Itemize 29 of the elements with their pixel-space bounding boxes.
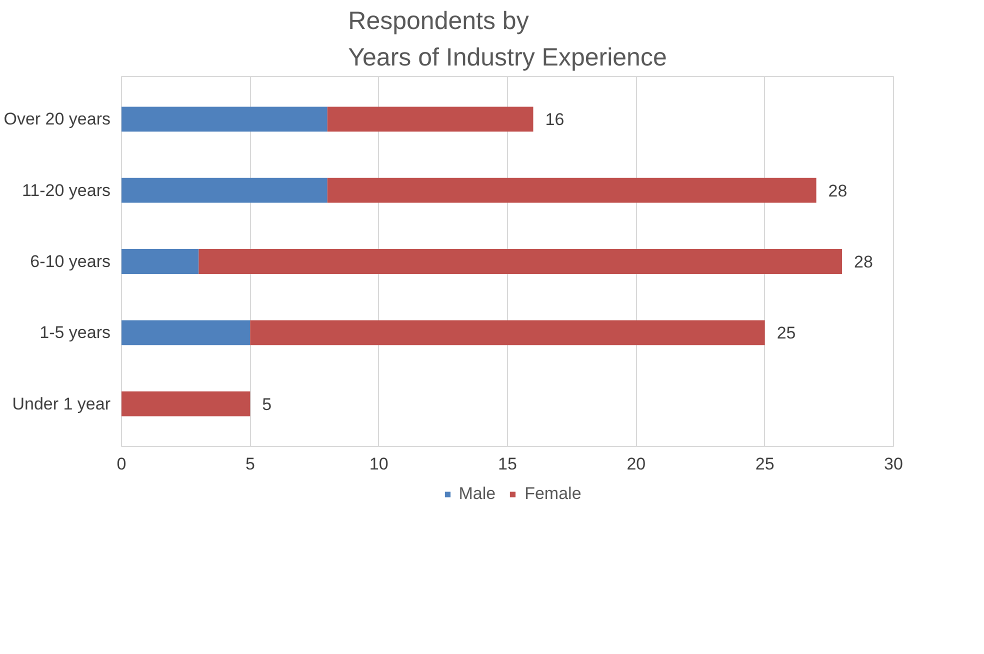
y-tick-label: 6-10 years xyxy=(30,252,111,271)
bar xyxy=(122,391,250,416)
y-tick-label: Under 1 year xyxy=(12,394,111,414)
x-tick-label: 10 xyxy=(369,454,388,474)
y-tick-label: 11-20 years xyxy=(22,180,111,200)
x-tick-label: 30 xyxy=(884,454,903,474)
x-tick-label: 5 xyxy=(245,454,255,474)
bar xyxy=(122,106,328,132)
chart-title: Respondents by Years of Industry Experience xyxy=(348,7,667,72)
total-label: 25 xyxy=(776,324,796,343)
total-label: 28 xyxy=(854,252,873,272)
x-tick-label: 20 xyxy=(626,454,646,474)
bar xyxy=(198,249,842,274)
x-tick-label: 25 xyxy=(755,454,774,474)
bar xyxy=(122,178,328,203)
bar xyxy=(250,320,765,346)
total-label: 5 xyxy=(262,394,272,414)
x-tick-label: 15 xyxy=(498,454,517,474)
bar xyxy=(327,178,816,203)
y-tick-label: Over 20 years xyxy=(4,110,110,129)
total-label: 28 xyxy=(828,181,848,200)
legend-label: Female xyxy=(524,484,582,504)
bar xyxy=(122,249,199,274)
bar xyxy=(122,320,250,346)
legend-label: Male xyxy=(458,484,496,504)
total-label: 16 xyxy=(545,110,564,130)
y-tick-label: 1-5 years xyxy=(40,323,111,342)
bar xyxy=(327,106,534,132)
x-tick-label: 0 xyxy=(116,454,126,474)
